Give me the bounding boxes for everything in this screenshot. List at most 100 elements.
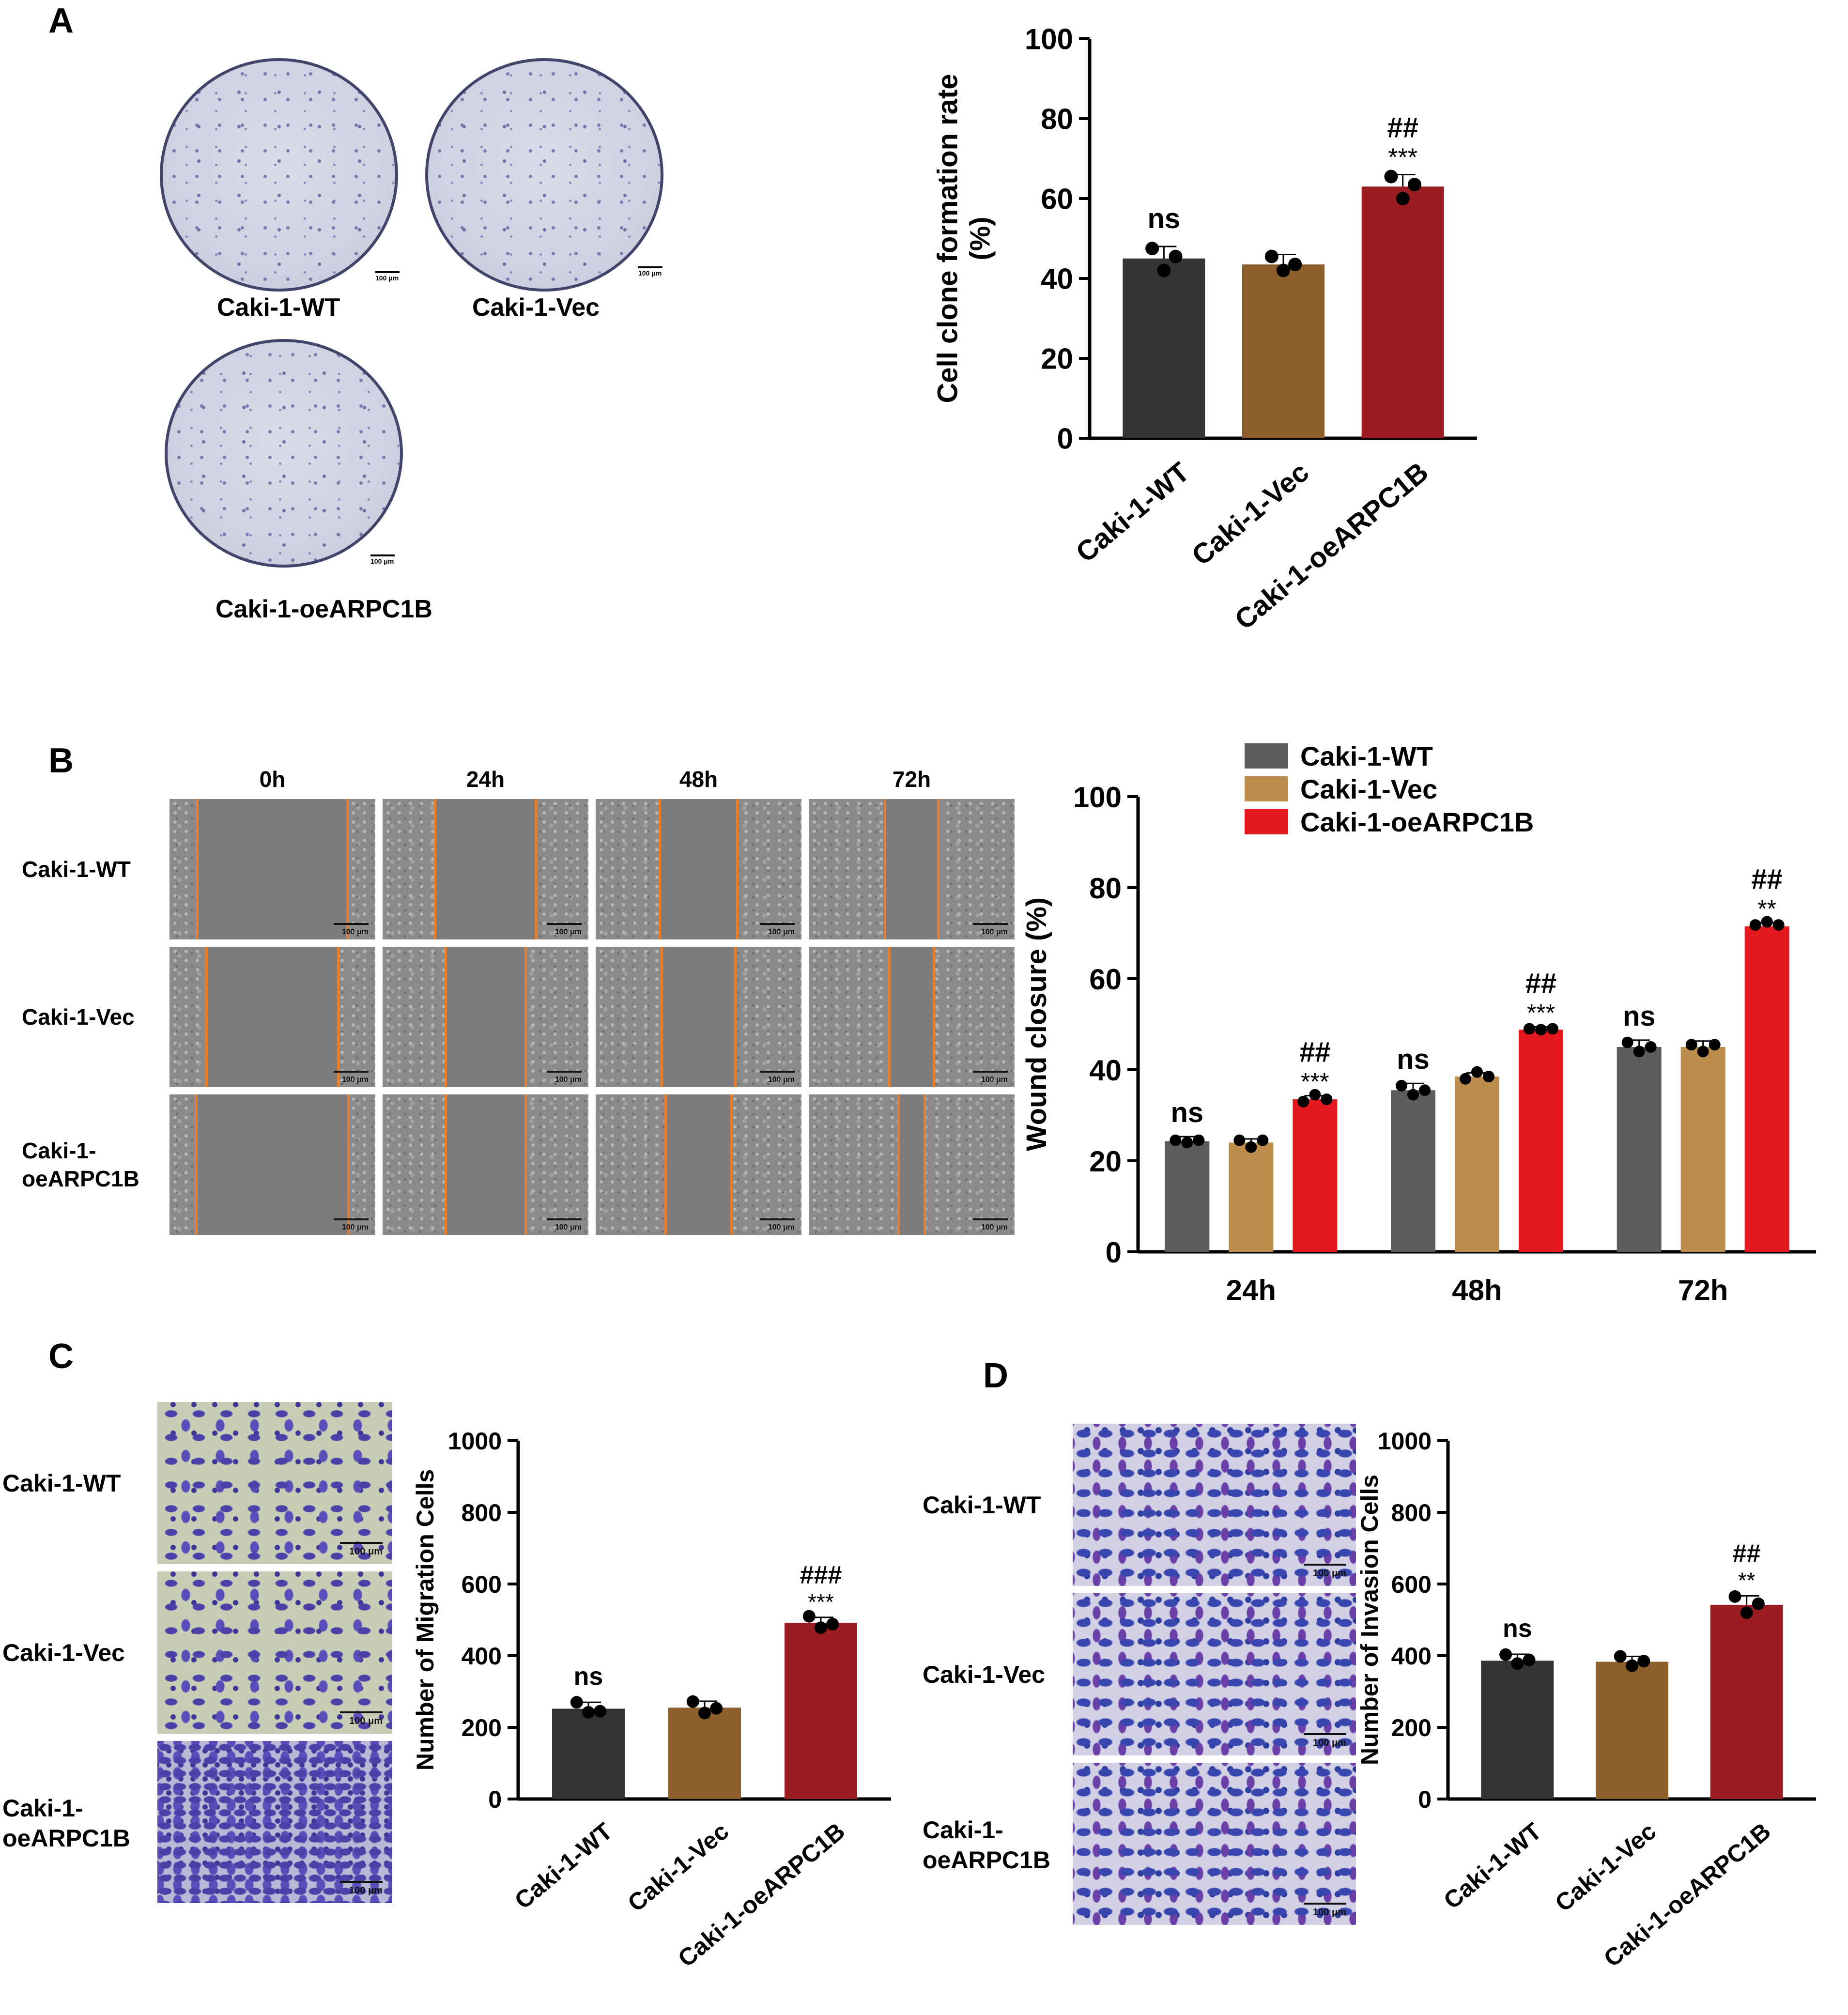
wound-edge-line xyxy=(658,799,661,939)
row-label: Caki-1-WT xyxy=(2,1469,121,1497)
significance-label: ### xyxy=(800,1561,842,1589)
panel-letter-a: A xyxy=(48,1,74,40)
wound-gap xyxy=(660,947,737,1087)
data-point xyxy=(1264,249,1278,263)
scale-bar xyxy=(334,1071,369,1073)
wound-edge-line xyxy=(434,799,437,939)
data-point xyxy=(1645,1041,1657,1053)
wound-gap xyxy=(444,947,527,1087)
y-tick-label: 400 xyxy=(1391,1643,1432,1670)
panel-letter-b: B xyxy=(48,741,74,780)
scale-label: 100 μm xyxy=(981,1223,1008,1231)
data-point xyxy=(1728,1590,1741,1603)
x-tick-label-group: Caki-1-WT xyxy=(1070,456,1195,569)
scale-bar xyxy=(340,1542,383,1544)
data-point xyxy=(1499,1648,1512,1661)
x-tick-label-group: Caki-1-Vec xyxy=(622,1817,734,1917)
wound-gap xyxy=(205,947,339,1087)
significance-label: ## xyxy=(1299,1037,1331,1068)
y-tick-label: 60 xyxy=(1041,183,1073,215)
legend-swatch-Caki-1-oeARPC1B xyxy=(1245,809,1288,834)
time-header-0h: 0h xyxy=(259,767,286,792)
x-tick-label-group: Caki-1-Vec xyxy=(1550,1817,1661,1917)
scale-bar xyxy=(334,923,369,925)
wound-gap xyxy=(196,799,349,939)
y-tick-label: 600 xyxy=(462,1571,502,1598)
panel-letter-c: C xyxy=(48,1337,74,1376)
wound-edge-line xyxy=(888,947,891,1087)
data-point xyxy=(1614,1650,1627,1663)
transwell-image-Caki-1-oeARPC1B: 100 μm xyxy=(1073,1763,1356,1925)
data-point xyxy=(1761,916,1773,928)
wound-gap xyxy=(434,799,537,939)
wound-edge-line xyxy=(730,1094,733,1235)
scale-label: 100 μm xyxy=(1313,1907,1346,1918)
bar-Caki-1-Vec-72h xyxy=(1680,1047,1725,1252)
data-point xyxy=(1523,1653,1536,1666)
y-tick-label: 40 xyxy=(1089,1054,1122,1087)
wound-image-Caki-1-Vec-72h: 100 μm xyxy=(809,947,1015,1087)
row-label: Caki-1-Vec xyxy=(923,1661,1045,1688)
wound-edge-line xyxy=(736,799,739,939)
scale-bar xyxy=(370,554,395,556)
wound-edge-line xyxy=(524,1094,527,1235)
wound-edge-line xyxy=(933,947,936,1087)
scale-bar xyxy=(973,923,1008,925)
wound-gap xyxy=(444,1094,527,1235)
scale-bar xyxy=(638,266,662,268)
wound-image-Caki-1-Vec-0h: 100 μm xyxy=(169,947,375,1087)
scale-label: 100 μm xyxy=(349,1546,383,1557)
wound-image-Caki-1-oeARPC1B-72h: 100 μm xyxy=(809,1094,1015,1235)
significance-label: ns xyxy=(1623,1000,1656,1032)
scale-label: 100 μm xyxy=(375,274,399,282)
y-tick-label: 800 xyxy=(1391,1499,1432,1526)
scale-label: 100 μm xyxy=(1313,1738,1346,1748)
data-point xyxy=(1245,1141,1257,1153)
data-point xyxy=(1547,1023,1558,1035)
row-label: Caki-1-WT xyxy=(22,857,131,882)
scale-label: 100 μm xyxy=(341,1223,369,1231)
significance-label: ## xyxy=(1751,863,1783,895)
bar-Caki-1-oeARPC1B xyxy=(1710,1604,1783,1799)
panel-letter-d: D xyxy=(983,1356,1008,1395)
data-point xyxy=(1483,1071,1494,1083)
significance-label: ns xyxy=(1397,1044,1430,1075)
bar-Caki-1-Vec-48h xyxy=(1455,1077,1499,1252)
scale-bar xyxy=(1304,1564,1346,1566)
wound-image-Caki-1-oeARPC1B-24h: 100 μm xyxy=(383,1094,588,1235)
wound-gap xyxy=(195,1094,350,1235)
legend-swatch-Caki-1-Vec xyxy=(1245,776,1288,801)
wound-edge-line xyxy=(196,799,199,939)
y-tick-label: 80 xyxy=(1089,872,1122,905)
data-point xyxy=(1277,263,1290,277)
x-tick-label: Caki-1-Vec xyxy=(622,1817,734,1917)
bar-Caki-1-WT-48h xyxy=(1391,1090,1435,1252)
data-point xyxy=(815,1621,827,1634)
legend-label: Caki-1-Vec xyxy=(1300,774,1437,804)
bar-Caki-1-oeARPC1B-24h xyxy=(1293,1099,1338,1252)
y-tick-label: 600 xyxy=(1391,1571,1432,1598)
y-axis-label: (%) xyxy=(964,216,996,260)
scale-label: 100 μm xyxy=(370,557,394,565)
significance-label: ns xyxy=(574,1662,603,1691)
significance-label: *** xyxy=(808,1589,834,1615)
y-tick-label: 40 xyxy=(1041,262,1073,295)
time-header-72h: 72h xyxy=(892,767,931,792)
x-tick-label: 24h xyxy=(1226,1274,1276,1307)
scale-label: 100 μm xyxy=(1313,1568,1346,1579)
y-axis-label-group: Cell clone formation rate (%) xyxy=(932,74,996,403)
x-tick-label: 48h xyxy=(1452,1274,1502,1307)
wound-image-Caki-1-WT-0h: 100 μm xyxy=(169,799,375,939)
y-tick-label: 20 xyxy=(1089,1145,1122,1178)
scale-label: 100 μm xyxy=(638,269,662,277)
data-point xyxy=(802,1610,816,1623)
scale-label: 100 μm xyxy=(768,1076,795,1084)
x-tick-label: Caki-1-WT xyxy=(1070,456,1195,569)
significance-label: ## xyxy=(1733,1539,1761,1568)
significance-label: ** xyxy=(1738,1568,1756,1593)
wound-edge-line xyxy=(664,1094,667,1235)
data-point xyxy=(1407,178,1421,192)
significance-label: ns xyxy=(1147,203,1180,234)
bar-Caki-1-WT xyxy=(552,1708,625,1799)
